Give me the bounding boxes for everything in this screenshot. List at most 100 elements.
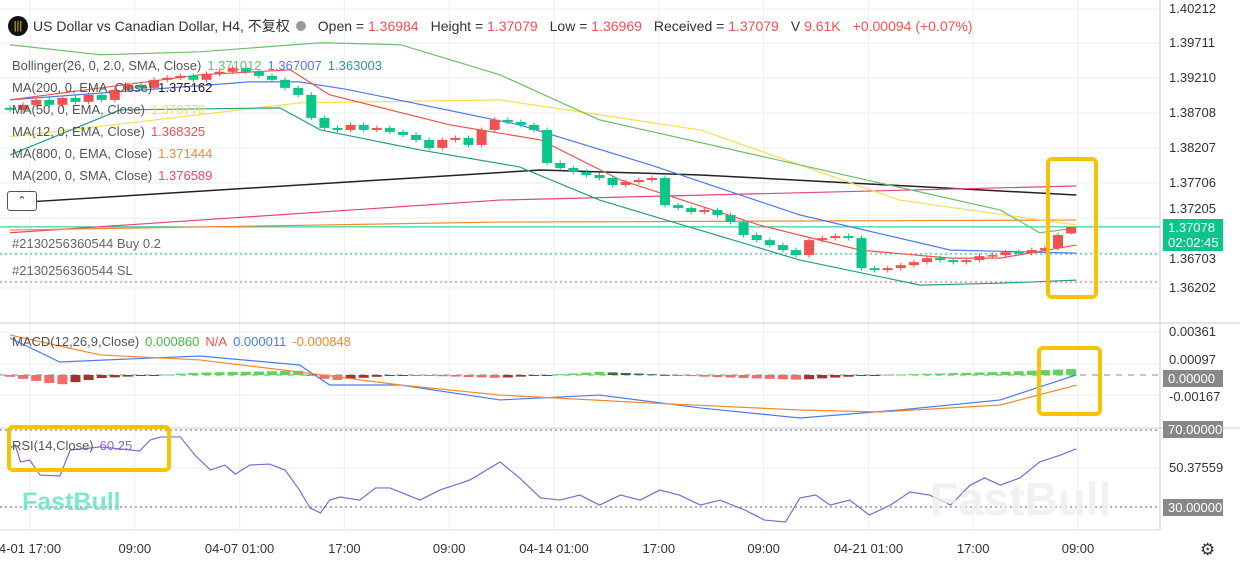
candle-body	[529, 124, 539, 130]
candle-body	[411, 134, 422, 140]
time-axis-label: 09:00	[432, 541, 466, 556]
candle-body	[253, 71, 264, 76]
time-axis-label: 09:00	[1061, 541, 1095, 556]
candle-body	[1066, 226, 1077, 234]
current-price-tag: 1.37078 02:02:45	[1163, 219, 1223, 251]
candle-body	[633, 179, 644, 183]
macd-histogram-bar	[660, 374, 670, 376]
macd-histogram-bar	[869, 375, 880, 376]
order-sl-label[interactable]: #2130256360544 SL	[12, 263, 133, 278]
time-axis-label: 17:00	[956, 541, 990, 556]
candle-body	[5, 107, 15, 110]
open-value: 1.36984	[367, 18, 419, 34]
candle-body	[1000, 252, 1011, 256]
candle-body	[306, 94, 317, 118]
candle-body	[725, 215, 736, 223]
macd-histogram-bar	[594, 371, 605, 375]
legend-rsi[interactable]: RSI(14,Close) 60.25	[12, 438, 132, 453]
candle-body	[83, 94, 94, 102]
highlight-box-rsi-legend	[7, 425, 171, 472]
macd-histogram-bar	[398, 375, 408, 376]
candle-body	[843, 236, 854, 239]
bb-lower-value: 1.363003	[327, 58, 383, 73]
macd-histogram-bar	[830, 375, 841, 378]
fastbull-watermark-large: FastBull	[930, 473, 1112, 525]
legend-ma800-ema[interactable]: MA(800, 0, EMA, Close) 1.371444	[12, 146, 212, 161]
macd-histogram-bar	[1039, 370, 1050, 375]
legend-ma200-sma[interactable]: MA(200, 0, SMA, Close) 1.376589	[12, 168, 212, 183]
legend-bollinger[interactable]: Bollinger(26, 0, 2.0, SMA, Close) 1.37101…	[12, 58, 382, 73]
candle-body	[345, 124, 356, 130]
macd-histogram-bar	[673, 375, 684, 376]
macd-histogram-bar	[974, 372, 985, 375]
legend-ma50-ema[interactable]: MA(50, 0, EMA, Close) 1.370770	[12, 102, 205, 117]
macd-histogram-bar	[358, 375, 369, 378]
candle-body	[515, 121, 526, 125]
macd-histogram-bar	[1053, 369, 1063, 375]
rsi-line	[9, 436, 1077, 523]
macd-histogram-bar	[791, 375, 801, 380]
candle-body	[371, 127, 382, 130]
macd-hist-value: 0.000860	[145, 334, 200, 349]
line-ma200sma	[9, 185, 1077, 234]
received-label: Received =	[653, 18, 725, 34]
macd-histogram-bar	[411, 375, 422, 376]
macd-histogram-bar	[476, 375, 487, 378]
macd-histogram-bar	[699, 375, 710, 377]
bb-mid-value: 1.367007	[267, 58, 322, 73]
macd-histogram-bar	[738, 375, 749, 378]
macd-line	[9, 337, 1077, 419]
candle-body	[175, 75, 186, 78]
macd-histogram-bar	[607, 372, 618, 375]
legend-macd[interactable]: MACD(12,26,9,Close) 0.000860 N/A 0.000011 -0…	[12, 334, 351, 349]
bb-upper-value: 1.371012	[207, 58, 262, 73]
macd-histogram-bar	[620, 373, 631, 375]
candle-body	[974, 256, 985, 261]
symbol-title[interactable]: US Dollar vs Canadian Dollar, H4, 不复权	[33, 18, 290, 34]
macd-histogram-bar	[895, 374, 906, 376]
macd-histogram-bar	[922, 373, 932, 375]
macd-histogram-bar	[489, 375, 500, 378]
order-buy-label[interactable]: #2130256360544 Buy 0.2	[12, 236, 161, 251]
time-axis-label: 04-07 01:00	[204, 541, 275, 556]
macd-histogram-bar	[44, 375, 55, 383]
macd-histogram-bar	[384, 375, 395, 376]
chevron-up-icon: ⌃	[17, 195, 27, 207]
macd-histogram-bar	[515, 375, 526, 377]
price-axis-label: 1.38207	[1169, 140, 1216, 155]
candle-body	[201, 73, 212, 80]
macd-histogram-bar	[240, 371, 251, 375]
candle-body	[751, 235, 762, 241]
line-bb-upper	[9, 42, 1077, 234]
legend-label: MA(12, 0, EMA, Close)	[12, 124, 145, 139]
candle-body	[935, 258, 946, 261]
macd-histogram-bar	[908, 374, 919, 376]
rsi-axis-label: 50.37559	[1169, 460, 1224, 475]
collapse-legend-button[interactable]: ⌃	[7, 191, 37, 211]
macd-na-value: N/A	[205, 334, 228, 349]
macd-histogram-bar	[843, 375, 854, 377]
candle-body	[908, 262, 919, 266]
candle-body	[699, 210, 710, 213]
macd-histogram-bar	[18, 375, 29, 379]
time-axis-label: 4-01 17:00	[0, 541, 62, 556]
candle-body	[869, 268, 880, 271]
candle-body	[686, 208, 697, 213]
legend-value: 1.376589	[158, 168, 213, 183]
candle-body	[188, 75, 199, 80]
candle-body	[31, 99, 42, 105]
macd-zero-tag: 0.00000	[1163, 370, 1223, 387]
high-label: Height =	[430, 18, 484, 34]
macd-histogram-bar	[345, 375, 356, 379]
macd-histogram-bar	[175, 373, 186, 375]
highlight-box-price	[1046, 157, 1098, 299]
macd-histogram-bar	[987, 372, 998, 375]
current-price: 1.37078	[1168, 220, 1215, 235]
rsi-70-tag: 70.00000	[1163, 421, 1223, 438]
gear-icon[interactable]: ⚙	[1200, 540, 1216, 559]
legend-ma200-ema[interactable]: MA(200, 0, EMA, Close) 1.375162	[12, 80, 212, 95]
legend-ma12-ema[interactable]: MA(12, 0, EMA, Close) 1.368325	[12, 124, 205, 139]
macd-histogram-bar	[371, 375, 382, 377]
candle-body	[384, 127, 395, 132]
